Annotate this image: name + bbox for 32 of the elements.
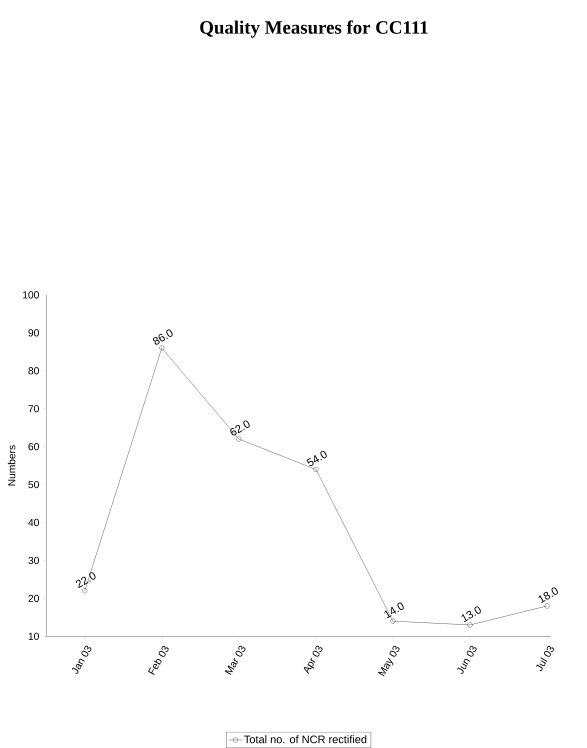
y-tick-label: 80 <box>28 367 39 374</box>
x-tick-label: Jun 03 <box>457 646 477 674</box>
y-tick-label: 10 <box>28 632 39 640</box>
point <box>82 588 88 594</box>
point <box>390 618 396 624</box>
x-tick-label: Jan 03 <box>72 646 92 674</box>
y-tick-label: 20 <box>28 594 39 602</box>
point <box>313 466 318 472</box>
x-tick-label: Apr 03 <box>304 646 322 674</box>
data-label: 13.0 <box>461 606 481 622</box>
point <box>544 603 550 608</box>
chart-title: Quality Measures for CC111 <box>200 20 428 38</box>
data-label: 18.0 <box>538 587 558 604</box>
data-label: 54.0 <box>306 450 327 466</box>
legend-label: Total no. of NCR rectified <box>244 735 366 744</box>
data-label: 62.0 <box>230 420 250 436</box>
y-tick-label: 100 <box>23 291 39 299</box>
data-label: 22.0 <box>76 572 96 588</box>
y-tick-label: 30 <box>28 556 39 564</box>
point <box>236 436 242 442</box>
y-tick-label: 40 <box>28 518 39 526</box>
x-tick-label: Jul 03 <box>536 646 554 671</box>
y-tick-label: 60 <box>28 443 39 450</box>
y-axis-title: Numbers <box>8 445 16 486</box>
point <box>159 345 164 351</box>
y-tick-label: 90 <box>28 329 39 336</box>
x-tick-label: Feb 03 <box>148 646 169 676</box>
data-label: 14.0 <box>384 602 404 618</box>
data-label: 86.0 <box>152 329 173 345</box>
point <box>467 622 472 628</box>
y-tick-label: 70 <box>28 405 39 412</box>
y-tick-label: 50 <box>28 480 39 488</box>
